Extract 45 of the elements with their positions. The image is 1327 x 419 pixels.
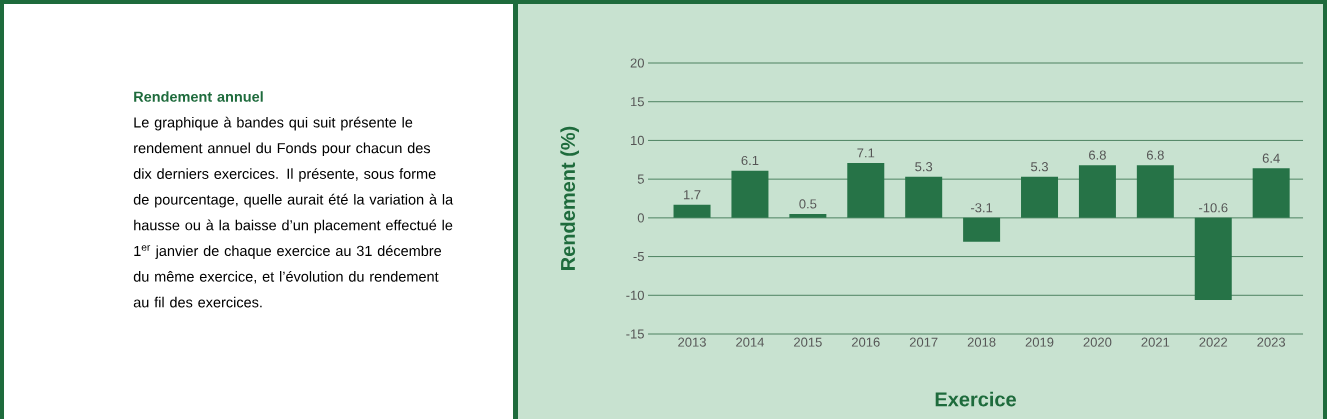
y-tick-label: -10 bbox=[626, 290, 644, 300]
bar bbox=[673, 204, 711, 218]
data-label: -3.1 bbox=[970, 203, 993, 213]
text: Rendement annuel bbox=[134, 91, 263, 102]
data-label: 7.1 bbox=[857, 148, 875, 158]
y-tick-label: 15 bbox=[631, 97, 644, 107]
bar bbox=[1078, 165, 1116, 218]
x-tick-label: 2021 bbox=[1141, 337, 1170, 347]
bar bbox=[1021, 176, 1059, 218]
y-tick-label: -15 bbox=[626, 329, 644, 339]
data-label: 5.3 bbox=[1031, 162, 1048, 172]
x-axis-title: Exercice bbox=[935, 391, 1016, 407]
data-label: 6.8 bbox=[1146, 150, 1164, 160]
y-tick-label: 20 bbox=[630, 58, 644, 68]
y-tick-label: 0 bbox=[637, 213, 644, 223]
x-tick-label: 2019 bbox=[1025, 337, 1054, 347]
x-tick-label: 2016 bbox=[851, 337, 880, 347]
y-tick-label: 5 bbox=[637, 174, 644, 184]
data-label: 5.3 bbox=[915, 162, 933, 172]
x-tick-label: 2022 bbox=[1199, 337, 1228, 347]
data-label: -10.6 bbox=[1199, 203, 1228, 213]
y-tick-label: -5 bbox=[633, 252, 644, 262]
x-tick-label: 2023 bbox=[1257, 337, 1286, 347]
bar bbox=[963, 217, 1001, 242]
x-tick-label: 2018 bbox=[967, 337, 996, 347]
y-tick-label: 10 bbox=[631, 135, 644, 146]
data-label: 6.4 bbox=[1262, 153, 1280, 163]
x-tick-label: 2020 bbox=[1083, 337, 1112, 347]
bar bbox=[905, 176, 943, 218]
x-tick-label: 2014 bbox=[736, 337, 765, 347]
data-label: 6.1 bbox=[741, 155, 759, 166]
x-tick-label: 2015 bbox=[794, 337, 822, 347]
data-label: 1.7 bbox=[683, 190, 701, 200]
bar bbox=[789, 213, 827, 218]
y-axis-title: Rendement (%) bbox=[560, 126, 579, 270]
bar bbox=[1136, 165, 1174, 218]
bar bbox=[1252, 168, 1290, 218]
x-tick-label: 2017 bbox=[909, 337, 938, 347]
x-tick-label: 2013 bbox=[678, 337, 706, 347]
bar bbox=[731, 170, 769, 218]
data-label: 6.8 bbox=[1089, 150, 1106, 160]
bar bbox=[847, 162, 885, 218]
bar bbox=[1194, 217, 1232, 300]
text: Le graphique à bandes qui suit présente le rendement annuel du Fonds pour chacun des dix derniers exercices. Il présente, sous forme de pourcentage, quelle aurait été la variation à la hausse ou à la baisse d’un placement effectué le 1$^{er}$ janvier de chaque exercice au 31 décembre du même exercice, et l’évolution du rendement au fil des exercices. bbox=[133, 116, 454, 308]
data-label: 0.5 bbox=[799, 199, 817, 209]
